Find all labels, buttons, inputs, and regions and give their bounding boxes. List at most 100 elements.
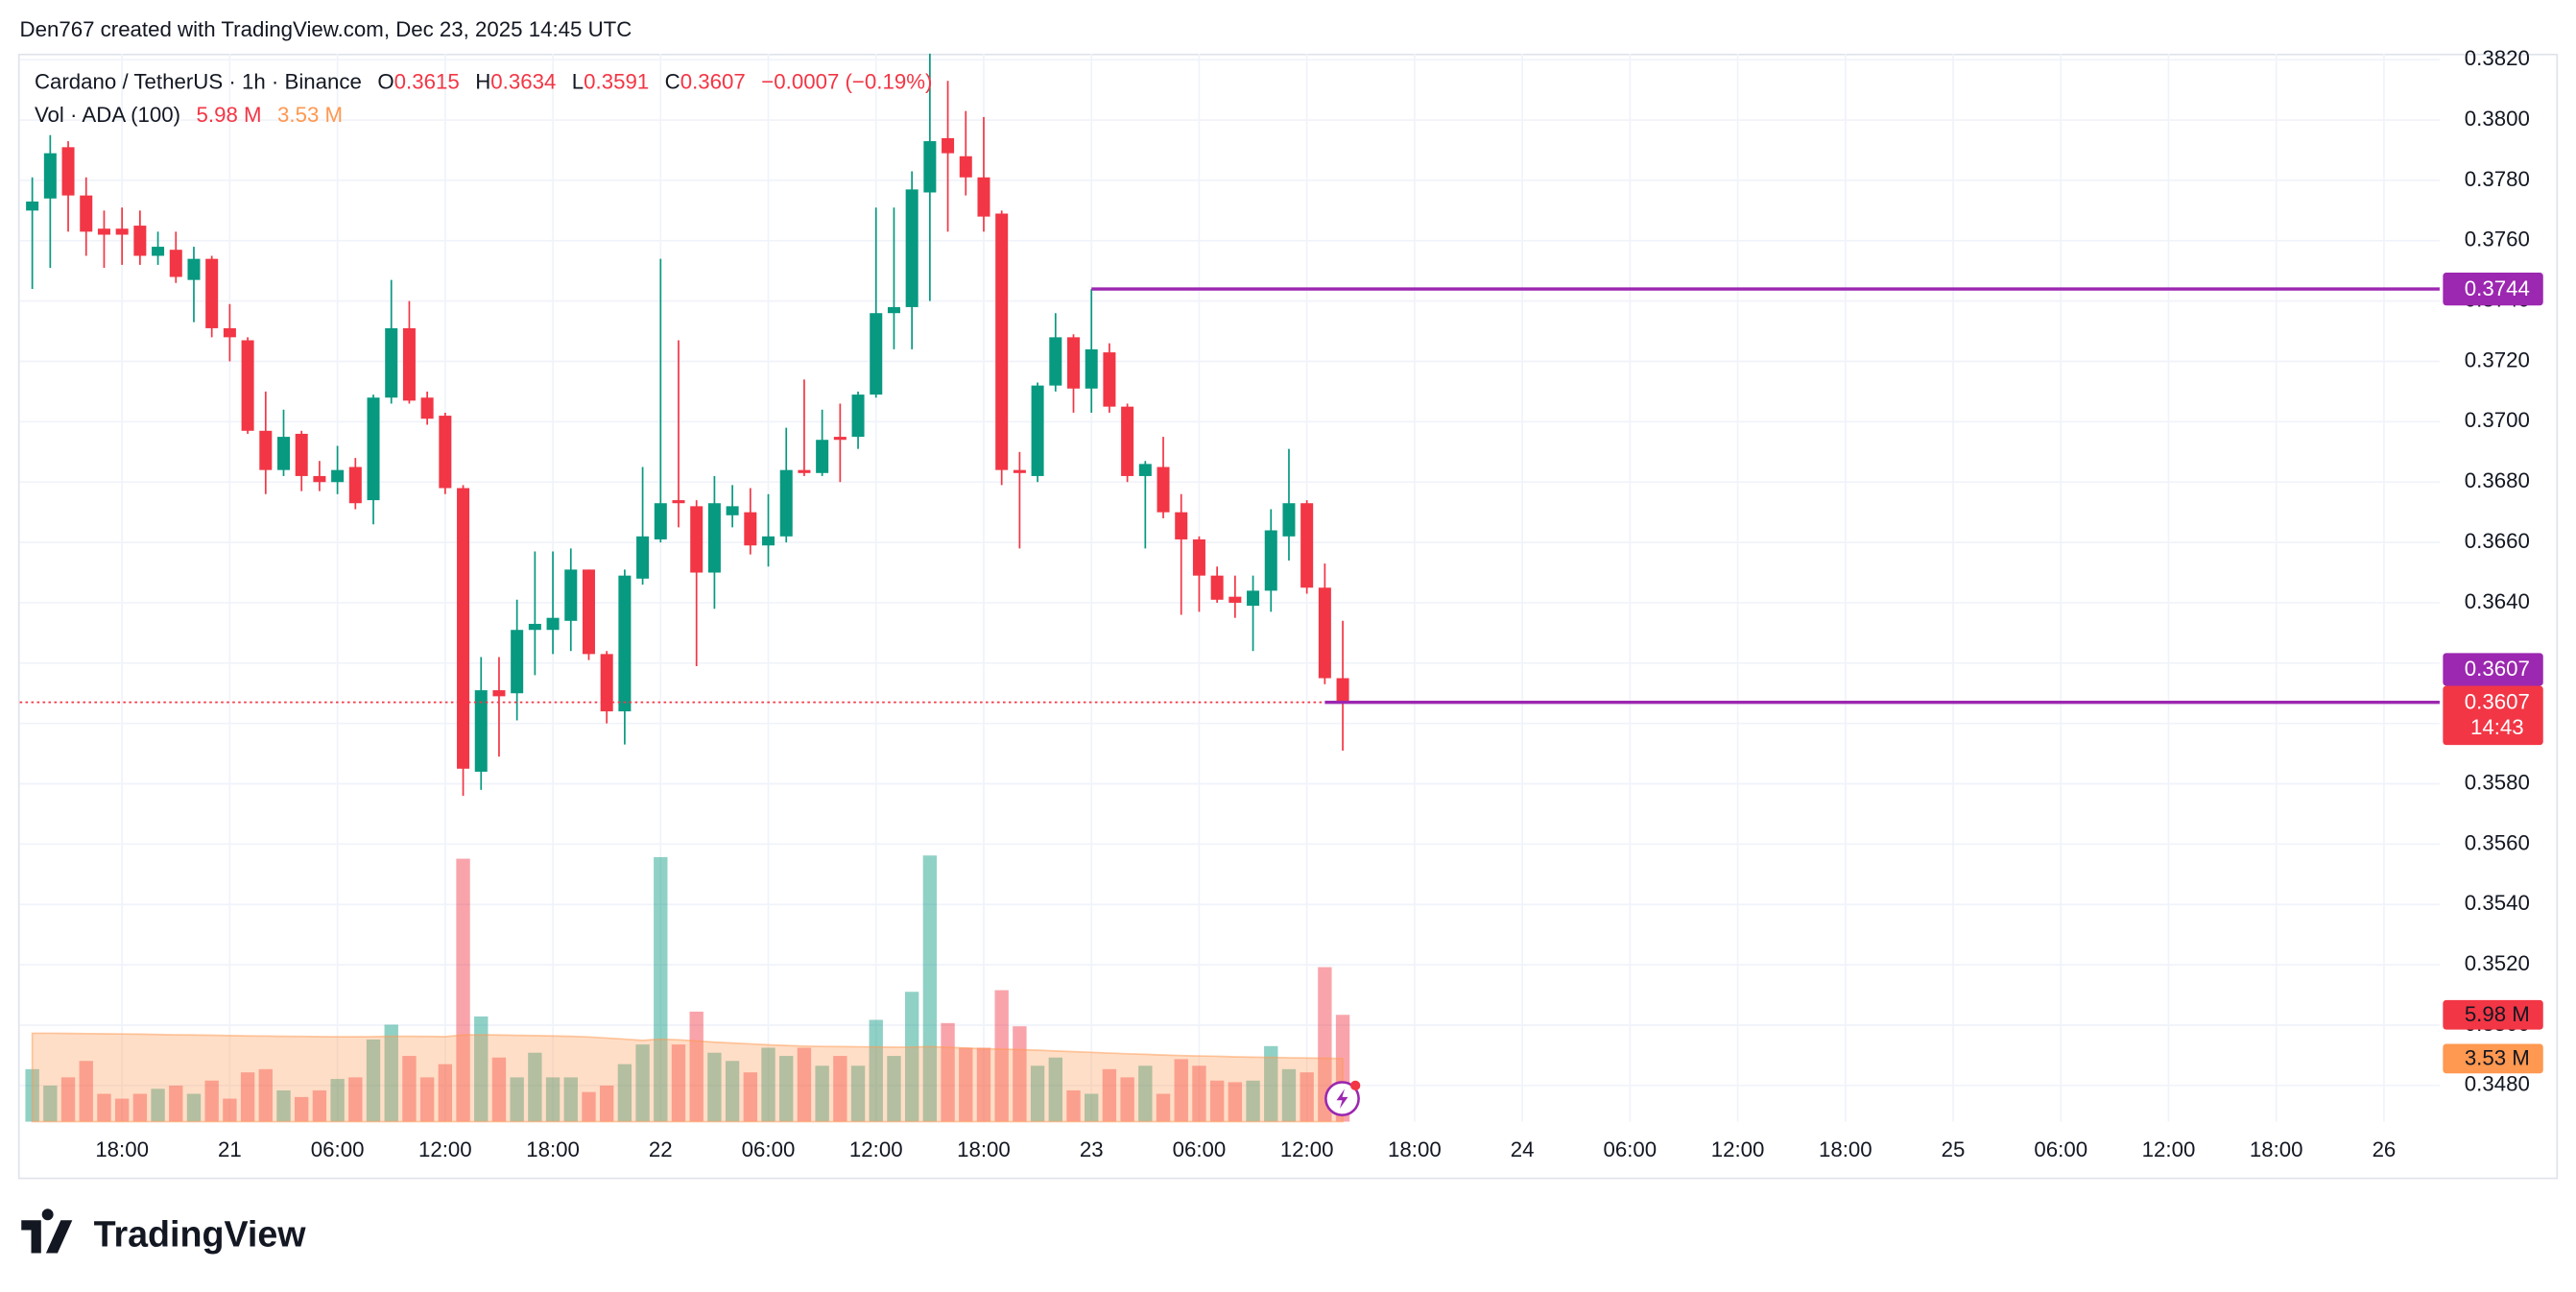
candle-body [995,213,1009,470]
volume-pane [25,855,1350,1123]
candle-body [61,147,75,196]
chart-frame [17,53,2559,1180]
volume-bar [295,1096,309,1122]
ohlc-label: C [665,70,680,94]
x-tick-label: 23 [1080,1137,1104,1161]
volume-bar [43,1085,58,1122]
volume-bar [797,1047,812,1122]
logo-mark [21,1208,73,1254]
y-tick-label: 0.3560 [2465,830,2530,854]
candle-body [1210,575,1224,600]
candle-body [457,488,470,769]
x-tick-label: 18:00 [95,1137,149,1161]
volume-bar [114,1098,130,1122]
volume-bar [384,1024,398,1122]
volume-bar [132,1093,148,1122]
volume-bar [1264,1045,1278,1122]
volume-bar [582,1091,596,1122]
volume-bar [474,1016,489,1122]
line-badge [2443,272,2543,306]
candle-body [600,654,613,712]
volume-bar [563,1077,578,1122]
volume-bar [312,1089,327,1122]
candle-body [942,137,955,154]
ohlc-value: 0.3591 [584,70,649,94]
volume-bar [419,1077,435,1122]
volume-bar [186,1093,202,1122]
candle-body [223,327,236,338]
candle-body [474,690,488,772]
candle-body [241,340,254,431]
candle-body [1085,348,1098,389]
x-tick-label: 26 [2373,1137,2397,1161]
x-tick-label: 24 [1511,1137,1535,1161]
legend-line: Cardano / TetherUS · 1h · Binance O0.361… [35,70,932,94]
x-tick-label: 21 [218,1137,242,1161]
candle-body [564,569,578,621]
volume-bar [815,1065,829,1122]
volume-bar [1246,1080,1260,1122]
candle-body [870,313,883,395]
volume-bar [707,1052,722,1122]
volume-bar [1281,1068,1297,1122]
x-tick-label: 12:00 [849,1137,903,1161]
y-tick-label: 0.3720 [2465,347,2530,371]
symbol: Cardano / TetherUS · 1h · Binance [35,70,362,94]
volume-bar [1048,1057,1062,1122]
candle-body [1121,406,1134,476]
candle-body [833,437,847,441]
candle-body [798,469,811,473]
candle-body [1264,530,1277,591]
volume-legend: Vol · ADA (100) 5.98 M 3.53 M [35,103,343,127]
candle-body [511,630,524,694]
volume-bar [959,1047,973,1122]
ohlc-label: L [572,70,584,94]
volume-bar [654,856,668,1122]
candle-body [1175,512,1188,539]
volume-bar [887,1056,901,1122]
line-badge [2443,653,2543,686]
x-tick-label: 18:00 [2250,1137,2303,1161]
volume-badge-label: 3.53 M [2465,1046,2530,1070]
volume-bar [1156,1093,1171,1122]
volume-bar [869,1019,883,1122]
candle-body [169,250,182,277]
volume-bar [204,1080,219,1122]
candle-body [1103,352,1116,407]
volume-bar [1138,1065,1153,1122]
price-badge-label: 0.3607 [2465,689,2530,713]
x-tick-label: 18:00 [526,1137,580,1161]
candle-body [492,690,506,697]
y-tick-label: 0.3640 [2465,589,2530,613]
candle-body [528,623,541,631]
candle-body [80,195,93,232]
volume-bar [258,1068,273,1122]
y-tick-label: 0.3760 [2465,227,2530,251]
candle-body [1228,596,1242,603]
volume-value: 5.98 M [197,103,262,127]
volume-title: Vol · ADA (100) [35,103,180,127]
line-badge-label: 0.3744 [2465,276,2530,300]
volume-bar [348,1077,363,1122]
candles [26,53,1349,797]
volume-bar [528,1052,542,1122]
volume-ma-area [31,1032,1344,1123]
lightning-icon[interactable] [1324,1080,1361,1116]
ohlc-value: 0.3607 [680,70,746,94]
candle-body [1282,503,1296,537]
candle-body [744,512,757,546]
volume-bar [743,1072,758,1122]
candle-body [905,189,918,307]
candle-body [726,506,739,515]
x-tick-label: 06:00 [1173,1137,1227,1161]
axes: 0.34800.35000.35200.35400.35600.35800.36… [95,46,2530,1161]
y-tick-label: 0.3540 [2465,891,2530,915]
y-tick-label: 0.3820 [2465,46,2530,70]
volume-badge [2443,999,2543,1030]
volume-bar [276,1089,291,1122]
volume-bar [1066,1089,1081,1122]
volume-bar [456,858,470,1122]
candle-body [97,228,110,235]
